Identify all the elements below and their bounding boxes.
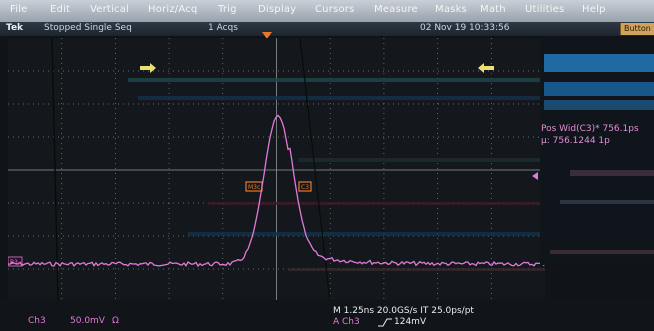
acquisition-count: 1 Acqs [208,23,238,33]
trigger-position-icon [262,32,272,39]
right-arrow-icon [478,63,494,73]
rising-edge-icon [378,318,392,327]
menu-help[interactable]: Help [582,4,606,15]
right-cursor-marker: C3 [298,181,312,192]
status-bar: Tek Stopped Single Seq 1 Acqs 02 Nov 19 … [0,22,654,36]
brand-label: Tek [6,23,24,33]
menu-display[interactable]: Display [258,4,297,15]
ch3-waveform-trace [8,114,545,268]
acquisition-mode: Stopped Single Seq [44,23,132,33]
date-time: 02 Nov 19 10:33:56 [420,23,510,33]
readout-bar: Ch3 50.0mV Ω M 1.25ns 20.0GS/s IT 25.0ps… [0,300,654,331]
menu-masks[interactable]: Masks [435,4,467,15]
button-toggle[interactable]: Button [620,23,654,35]
menu-cursors[interactable]: Cursors [315,4,355,15]
menu-vertical[interactable]: Vertical [90,4,130,15]
menu-edit[interactable]: Edit [50,4,71,15]
channel-level-icon [532,172,538,180]
menu-math[interactable]: Math [480,4,506,15]
left-cursor-marker: M3c [245,181,263,192]
left-arrow-icon [140,63,156,73]
waveform-graticule: M3c C3 B3 [8,38,545,302]
menu-measure[interactable]: Measure [374,4,418,15]
left-cursor-label: M3c [248,184,260,191]
menu-horiz-acq[interactable]: Horiz/Acq [148,4,198,15]
ch3-scale[interactable]: 50.0mV [70,316,105,326]
menu-file[interactable]: File [10,4,28,15]
timebase-readout[interactable]: M 1.25ns 20.0GS/s IT 25.0ps/pt [333,306,474,316]
measurement-mean: µ: 756.1244 1p [541,136,610,146]
trigger-source[interactable]: A Ch3 [333,317,360,327]
menu-trig[interactable]: Trig [218,4,237,15]
right-panel [540,40,654,265]
ch3-label[interactable]: Ch3 [28,316,46,326]
trigger-level[interactable]: 124mV [394,317,427,327]
menu-utilities[interactable]: Utilities [525,4,565,15]
measurement-pos-width: Pos Wid(C3)* 756.1ps [541,124,639,134]
menu-bar: File Edit Vertical Horiz/Acq Trig Displa… [0,0,654,23]
right-cursor-label: C3 [301,184,309,191]
ch3-coupling-icon: Ω [112,316,119,326]
